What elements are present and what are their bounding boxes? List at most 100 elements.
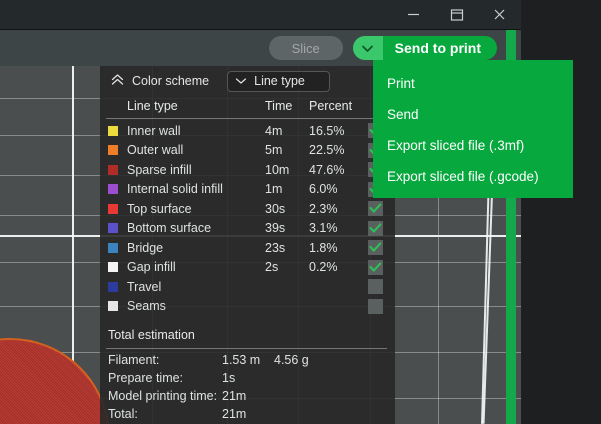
slice-button[interactable]: Slice: [268, 36, 343, 60]
color-scheme-collapse-toggle[interactable]: Color scheme: [106, 71, 213, 91]
table-row[interactable]: Top surface 30s 2.3%: [100, 199, 395, 219]
checkbox-empty-icon: [367, 279, 383, 295]
legend-table-header: Line type Time Percent: [100, 96, 395, 116]
visibility-checkbox[interactable]: [363, 201, 387, 217]
maximize-icon[interactable]: [435, 0, 478, 29]
view-type-select[interactable]: Line type: [227, 70, 330, 92]
total-estimation-title: Total estimation: [108, 328, 195, 342]
menu-item[interactable]: Print: [387, 76, 415, 91]
color-swatch: [108, 184, 118, 195]
color-scheme-label: Color scheme: [132, 74, 210, 88]
legend-panel: Color scheme Line type Line type Time Pe…: [100, 66, 395, 424]
color-swatch: [108, 223, 118, 234]
line-type-label: Internal solid infill: [127, 182, 223, 197]
send-to-print-dropdown-menu: Print Send Export sliced file (.3mf) Export…: [373, 60, 573, 198]
layer-slider[interactable]: [506, 30, 516, 424]
line-type-time: 5m: [265, 143, 283, 158]
send-to-print-button[interactable]: Send to print: [382, 36, 497, 60]
visibility-checkbox[interactable]: [363, 279, 387, 295]
legend-table: Line type Time Percent Inner wall 4m 16.5%…: [100, 96, 395, 316]
minimize-icon[interactable]: [392, 0, 435, 29]
close-icon[interactable]: [478, 0, 521, 29]
chevron-down-icon: [235, 74, 247, 88]
estimation-label: Total:: [108, 407, 138, 421]
color-swatch: [108, 145, 118, 156]
estimation-label: Prepare time:: [108, 371, 184, 385]
line-type-label: Outer wall: [127, 143, 184, 158]
legend-header-divider: [106, 118, 387, 119]
line-type-percent: 22.5%: [309, 143, 345, 158]
menu-item[interactable]: Send: [387, 107, 419, 122]
checkbox-empty-icon: [367, 298, 383, 314]
line-type-label: Inner wall: [127, 123, 181, 138]
menu-item[interactable]: Export sliced file (.3mf): [387, 138, 525, 153]
line-type-time: 39s: [265, 221, 286, 236]
line-type-time: 2s: [265, 260, 279, 275]
estimation-value: 21m: [222, 389, 247, 403]
line-type-label: Travel: [127, 279, 162, 294]
line-type-label: Bottom surface: [127, 221, 212, 236]
estimation-row: Filament: 1.53 m 4.56 g: [100, 351, 395, 369]
chevron-down-icon[interactable]: [352, 36, 383, 60]
line-type-percent: 6.0%: [309, 182, 338, 197]
estimation-label: Model printing time:: [108, 389, 218, 403]
visibility-checkbox[interactable]: [363, 240, 387, 256]
check-icon: [367, 240, 383, 256]
table-row[interactable]: Bridge 23s 1.8%: [100, 238, 395, 258]
line-type-label: Gap infill: [127, 260, 176, 275]
table-row[interactable]: Seams: [100, 297, 395, 317]
table-row[interactable]: Inner wall 4m 16.5%: [100, 121, 395, 141]
line-type-time: 1m: [265, 182, 283, 197]
table-row[interactable]: Travel: [100, 277, 395, 297]
column-header-name: Line type: [127, 99, 178, 113]
color-swatch: [108, 125, 118, 136]
visibility-checkbox[interactable]: [363, 259, 387, 275]
color-swatch: [108, 301, 118, 312]
visibility-checkbox[interactable]: [363, 220, 387, 236]
estimation-row: Total: 21m: [100, 405, 395, 423]
color-swatch: [108, 242, 118, 253]
estimation-label: Filament:: [108, 353, 160, 367]
column-header-time: Time: [265, 99, 293, 113]
column-header-percent: Percent: [309, 99, 353, 113]
line-type-percent: 3.1%: [309, 221, 338, 236]
color-swatch: [108, 262, 118, 273]
chevron-double-up-icon: [110, 73, 125, 89]
line-type-time: 23s: [265, 240, 286, 255]
line-type-time: 10m: [265, 162, 290, 177]
title-bar: [0, 0, 521, 30]
estimation-value: 21m: [222, 407, 247, 421]
estimation-value: 1.53 m: [222, 353, 261, 367]
table-row[interactable]: Gap infill 2s 0.2%: [100, 258, 395, 278]
legend-header: Color scheme Line type: [100, 66, 395, 96]
line-type-percent: 2.3%: [309, 201, 338, 216]
send-to-print-group: Send to print: [352, 36, 497, 60]
total-estimation-divider: [106, 348, 387, 349]
table-row[interactable]: Outer wall 5m 22.5%: [100, 141, 395, 161]
estimation-value-secondary: 4.56 g: [274, 353, 309, 367]
estimation-value: 1s: [222, 371, 236, 385]
line-type-label: Top surface: [127, 201, 192, 216]
table-row[interactable]: Bottom surface 39s 3.1%: [100, 219, 395, 239]
check-icon: [367, 220, 383, 236]
view-type-value: Line type: [254, 74, 305, 88]
line-type-time: 30s: [265, 201, 286, 216]
line-type-percent: 1.8%: [309, 240, 338, 255]
header-swatch-spacer: [108, 101, 118, 111]
table-row[interactable]: Sparse infill 10m 47.6%: [100, 160, 395, 180]
line-type-time: 4m: [265, 123, 283, 138]
menu-item[interactable]: Export sliced file (.gcode): [387, 169, 539, 184]
check-icon: [367, 201, 383, 217]
line-type-percent: 16.5%: [309, 123, 345, 138]
visibility-checkbox[interactable]: [363, 298, 387, 314]
line-type-percent: 47.6%: [309, 162, 345, 177]
line-type-label: Bridge: [127, 240, 164, 255]
top-toolbar: Slice Send to print: [0, 30, 521, 66]
color-swatch: [108, 164, 118, 175]
color-swatch: [108, 203, 118, 214]
line-type-percent: 0.2%: [309, 260, 338, 275]
table-row[interactable]: Internal solid infill 1m 6.0%: [100, 180, 395, 200]
check-icon: [367, 259, 383, 275]
line-type-label: Seams: [127, 299, 166, 314]
